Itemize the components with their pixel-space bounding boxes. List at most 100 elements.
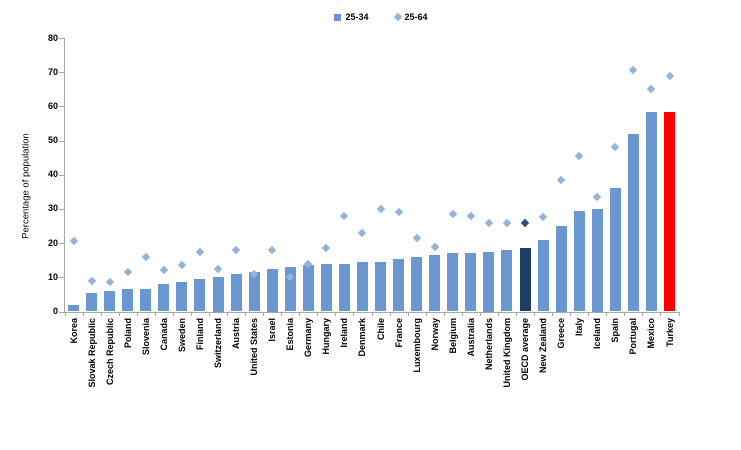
bar-united-kingdom bbox=[501, 249, 513, 312]
bar-chile bbox=[375, 261, 387, 312]
x-tick bbox=[461, 312, 463, 316]
x-tick bbox=[208, 312, 210, 316]
x-category-label: Netherlands bbox=[483, 318, 494, 371]
x-category-label: Israel bbox=[267, 318, 278, 342]
x-tick bbox=[154, 312, 156, 316]
diamond-icon bbox=[393, 12, 402, 22]
bar-netherlands bbox=[483, 251, 495, 312]
x-tick bbox=[407, 312, 409, 316]
bar-finland bbox=[194, 279, 206, 312]
marker-united-kingdom bbox=[502, 218, 512, 227]
marker-czech-republic bbox=[105, 278, 114, 287]
marker-spain bbox=[611, 143, 620, 152]
bar-turkey bbox=[664, 111, 675, 312]
marker-luxembourg bbox=[412, 233, 421, 243]
bar-new-zealand bbox=[537, 239, 549, 312]
x-tick bbox=[588, 312, 590, 316]
bar-sweden bbox=[176, 282, 188, 312]
marker-denmark bbox=[358, 228, 367, 238]
bar-switzerland bbox=[212, 277, 224, 312]
bar-portugal bbox=[627, 133, 639, 312]
marker-norway bbox=[430, 242, 439, 251]
x-tick bbox=[136, 312, 138, 316]
marker-korea bbox=[69, 237, 78, 246]
x-category-label: Belgium bbox=[447, 318, 458, 354]
marker-poland bbox=[123, 267, 132, 277]
x-tick bbox=[624, 312, 626, 316]
y-tick-label: 20 bbox=[47, 237, 58, 248]
marker-belgium bbox=[448, 209, 458, 219]
x-category-label: Mexico bbox=[646, 318, 657, 349]
y-tick-label: 10 bbox=[47, 271, 58, 282]
x-tick bbox=[534, 312, 536, 316]
marker-austria bbox=[231, 245, 241, 255]
bar-australia bbox=[465, 253, 477, 312]
x-category-label: United States bbox=[249, 318, 260, 376]
bar-france bbox=[393, 258, 405, 312]
bar-estonia bbox=[284, 267, 296, 312]
marker-portugal bbox=[629, 66, 638, 75]
y-axis-title: Percentage of population bbox=[20, 133, 32, 239]
marker-israel bbox=[267, 245, 277, 255]
x-tick bbox=[317, 312, 319, 316]
x-category-label: Spain bbox=[610, 318, 621, 343]
bar-slovenia bbox=[140, 289, 152, 312]
x-tick bbox=[425, 312, 427, 316]
y-axis-line bbox=[63, 38, 65, 313]
marker-italy bbox=[574, 151, 584, 161]
x-category-label: Iceland bbox=[592, 318, 603, 350]
bar-greece bbox=[555, 226, 567, 312]
x-category-label: Turkey bbox=[664, 318, 675, 347]
bar-italy bbox=[573, 210, 585, 312]
x-tick bbox=[82, 312, 84, 316]
x-tick bbox=[516, 312, 517, 316]
bar-ireland bbox=[338, 263, 350, 312]
y-tick-label: 60 bbox=[47, 100, 58, 111]
marker-greece bbox=[556, 175, 566, 185]
x-category-label: Chile bbox=[375, 318, 386, 341]
x-tick bbox=[353, 312, 355, 316]
legend-item-25-34: 25-34 bbox=[334, 12, 369, 22]
x-tick bbox=[245, 312, 247, 316]
x-category-label: Portugal bbox=[628, 318, 639, 355]
marker-sweden bbox=[177, 261, 187, 270]
x-tick bbox=[227, 312, 229, 316]
y-tick-label: 70 bbox=[47, 66, 58, 77]
x-tick bbox=[570, 312, 572, 316]
x-tick bbox=[172, 312, 174, 316]
x-category-label: Hungary bbox=[321, 318, 332, 355]
bar-iceland bbox=[591, 208, 603, 312]
marker-netherlands bbox=[484, 218, 494, 227]
marker-australia bbox=[466, 211, 476, 221]
x-category-label: Luxembourg bbox=[411, 318, 422, 373]
marker-switzerland bbox=[213, 264, 223, 274]
x-tick bbox=[497, 312, 499, 316]
marker-ireland bbox=[340, 211, 349, 221]
y-tick bbox=[59, 311, 64, 313]
x-tick bbox=[660, 312, 662, 316]
y-tick-label: 80 bbox=[47, 32, 58, 43]
y-tick-label: 50 bbox=[47, 135, 58, 146]
x-tick bbox=[552, 312, 554, 316]
y-tick-label: 0 bbox=[52, 306, 58, 316]
x-tick bbox=[389, 312, 391, 316]
x-category-label: OECD average bbox=[520, 318, 531, 381]
bar-denmark bbox=[356, 261, 368, 312]
x-tick bbox=[64, 312, 66, 316]
x-category-label: United Kingdom bbox=[501, 318, 512, 388]
legend-item-25-64: 25-64 bbox=[393, 12, 428, 22]
x-tick bbox=[100, 312, 102, 316]
y-tick-label: 40 bbox=[47, 169, 58, 180]
x-category-label: Switzerland bbox=[213, 318, 223, 369]
bar-korea bbox=[68, 304, 80, 312]
x-category-label: Italy bbox=[574, 318, 585, 337]
marker-slovak-republic bbox=[87, 276, 96, 285]
marker-mexico bbox=[647, 85, 656, 94]
y-tick bbox=[59, 106, 64, 108]
x-category-label: Estonia bbox=[285, 318, 296, 351]
y-tick bbox=[59, 72, 64, 74]
x-tick bbox=[335, 312, 337, 316]
marker-slovenia bbox=[141, 252, 151, 262]
marker-finland bbox=[195, 247, 205, 256]
y-tick-label: 30 bbox=[47, 203, 58, 214]
